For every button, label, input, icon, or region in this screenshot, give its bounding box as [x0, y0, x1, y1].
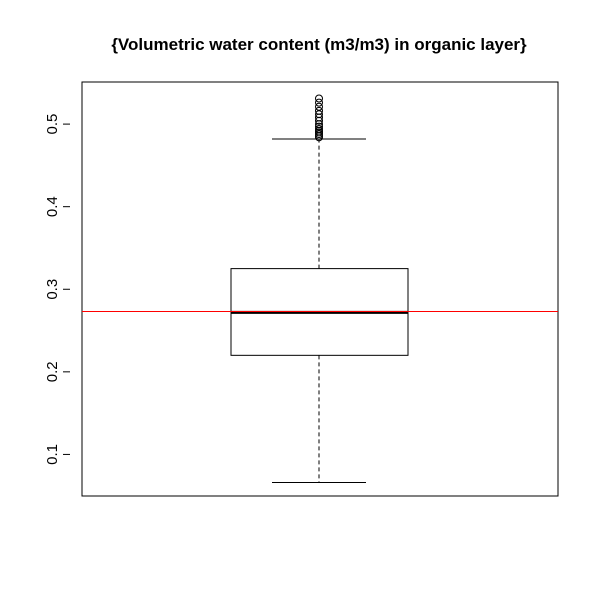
- chart-title: {Volumetric water content (m3/m3) in org…: [111, 35, 527, 54]
- outlier-point: [315, 94, 323, 103]
- y-tick-label: 0.4: [44, 196, 61, 217]
- outlier-point: [315, 125, 323, 134]
- outlier-point: [315, 106, 323, 115]
- y-tick-label: 0.3: [44, 279, 61, 300]
- plot-frame: [81, 81, 559, 497]
- y-tick-label: 0.1: [44, 444, 61, 465]
- outlier-points: [315, 94, 323, 142]
- y-axis: 0.1 0.2 0.3 0.4 0.5: [44, 114, 70, 465]
- outlier-point: [315, 122, 323, 131]
- outlier-point: [315, 98, 323, 107]
- box-plot: [230, 138, 409, 483]
- y-tick-label: 0.5: [44, 114, 61, 135]
- outlier-point: [315, 102, 323, 111]
- y-tick-label: 0.2: [44, 361, 61, 382]
